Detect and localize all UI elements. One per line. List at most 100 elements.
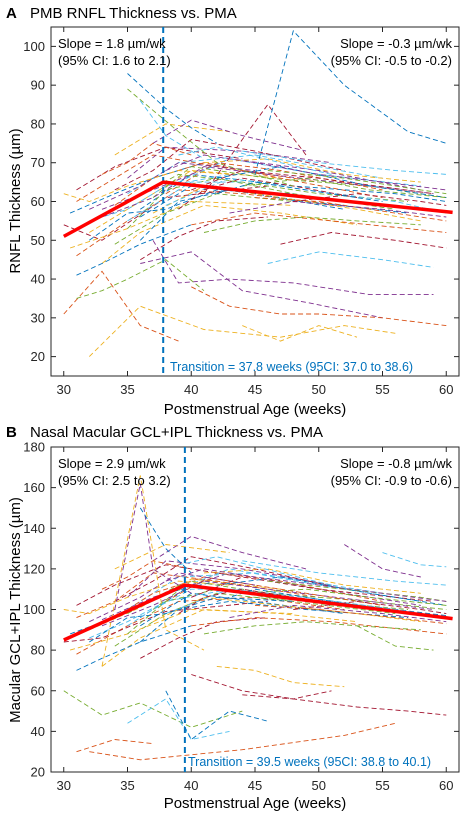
panel-b-ytick-label: 180: [23, 440, 45, 455]
panel-a-transition-label: Transition = 37.8 weeks (95CI: 37.0 to 3…: [170, 360, 413, 374]
panel-a-series-49: [216, 181, 383, 202]
panel-b-ci-left: (95% CI: 2.5 to 3.2): [58, 473, 171, 488]
panel-a-ylabel: RNFL Thickness (µm): [7, 128, 24, 273]
panel-a-series-28: [216, 166, 447, 199]
panel-b-series-4: [114, 592, 294, 647]
panel-a-ytick-label: 30: [31, 310, 45, 325]
panel-a-xtick-label: 45: [248, 382, 262, 397]
panel-b-letter: B: [6, 424, 17, 441]
panel-a-series-33: [178, 146, 332, 175]
panel-a-series-37: [114, 123, 230, 156]
panel-b-individual-lines: [63, 475, 447, 761]
panel-a-series-52: [140, 251, 383, 319]
panel-a-series-58: [242, 325, 358, 342]
panel-b-series-37: [114, 544, 230, 570]
panel-b-ytick-label: 20: [31, 765, 45, 780]
panel-b-xtick-label: 30: [57, 778, 71, 793]
panel-b-series-36: [191, 617, 447, 635]
panel-b-series-44: [63, 580, 230, 615]
panel-b-series-1: [76, 596, 345, 655]
panel-b-series-30: [203, 568, 421, 594]
panel-b-ylabel: Macular GCL+IPL Thickness (µm): [7, 497, 24, 723]
panel-b-series-20: [76, 564, 243, 606]
panel-b-series-17: [101, 580, 434, 627]
panel-a-series-38: [152, 119, 307, 152]
panel-b-series-40: [242, 560, 447, 586]
panel-b-series-48: [178, 588, 358, 614]
panel-a-xlabel: Postmenstrual Age (weeks): [164, 401, 347, 418]
panel-a-series-10: [127, 146, 332, 179]
panel-a-series-19: [178, 158, 421, 187]
panel-a-ci-right: (95% CI: -0.5 to -0.2): [331, 53, 452, 68]
panel-a-series-46: [203, 216, 421, 233]
panel-b-series-13: [114, 556, 345, 602]
panel-a-series-5: [127, 154, 383, 195]
panel-a-series-32: [242, 177, 447, 199]
panel-a-xtick-label: 30: [57, 382, 71, 397]
panel-a-xtick-label: 55: [375, 382, 389, 397]
panel-a-axes-box: [50, 26, 460, 377]
panel-b-series-52: [114, 483, 192, 610]
panel-b-series-46: [203, 621, 421, 635]
panel-b-series-16: [69, 609, 294, 651]
panel-a-series-62: [280, 232, 447, 249]
panel-b-series-35: [76, 625, 192, 671]
panel-b-series-28: [216, 576, 447, 606]
panel-b-xtick-label: 50: [312, 778, 326, 793]
panel-a-series-16: [69, 201, 294, 249]
panel-b-series-12: [89, 588, 230, 639]
panel-b-title: Nasal Macular GCL+IPL Thickness vs. PMA: [30, 424, 323, 441]
panel-b: B Nasal Macular GCL+IPL Thickness vs. PM…: [6, 424, 460, 812]
panel-a-series-55: [203, 103, 307, 194]
panel-b-series-56: [165, 690, 268, 741]
panel-a-series-23: [152, 185, 421, 222]
panel-a-series-11: [152, 166, 447, 199]
panel-b-series-22: [114, 576, 383, 618]
panel-a-series-20: [76, 146, 243, 191]
panel-b-xtick-label: 40: [184, 778, 198, 793]
panel-a-fit-line: [62, 180, 453, 238]
panel-a-xtick-label: 60: [439, 382, 453, 397]
panel-b-ytick-label: 40: [31, 724, 45, 739]
panel-b-ytick-label: 100: [23, 602, 45, 617]
panel-b-ticks: 30 35 40 45 50 55 60 20 40 60 80 100 120 140 160 180: [23, 440, 459, 793]
panel-a-title: PMB RNFL Thickness vs. PMA: [30, 5, 237, 22]
panel-a-ticks: 30 35 40 45 50 55 60 20 30 40 50 60 70 80 90 100: [23, 27, 459, 397]
panel-a-series-35: [76, 224, 192, 276]
panel-a-series-60: [76, 259, 205, 299]
panel-b-ytick-label: 80: [31, 643, 45, 658]
panel-a-series-24: [89, 162, 256, 210]
panel-a-series-45: [165, 154, 447, 191]
panel-a-slope-right: Slope = -0.3 µm/wk: [340, 36, 452, 51]
panel-b-xtick-label: 55: [375, 778, 389, 793]
panel-a-series-31: [229, 201, 447, 218]
panel-a-ytick-label: 20: [31, 349, 45, 364]
panel-a-series-61: [267, 251, 434, 268]
panel-b-series-43: [101, 560, 192, 590]
panel-b-xlabel: Postmenstrual Age (weeks): [164, 795, 347, 812]
panel-a-series-63: [127, 73, 218, 144]
panel-a-series-27: [191, 170, 434, 195]
panel-a-series-15: [165, 162, 383, 195]
panel-b-series-45: [165, 568, 447, 602]
panel-b-ytick-label: 140: [23, 521, 45, 536]
panel-a-series-39: [267, 170, 447, 195]
panel-b-series-55: [191, 674, 447, 716]
panel-a-series-47: [127, 181, 243, 222]
panel-b-xtick-label: 45: [248, 778, 262, 793]
panel-b-xtick-label: 35: [120, 778, 134, 793]
panel-b-series-60: [356, 625, 434, 651]
panel-a-series-50: [63, 270, 179, 342]
panel-b-slope-left: Slope = 2.9 µm/wk: [58, 456, 166, 471]
panel-b-ytick-label: 160: [23, 480, 45, 495]
panel-a-series-30: [203, 158, 421, 183]
panel-a-series-12: [89, 173, 230, 222]
panel-a-slope-left: Slope = 1.8 µm/wk: [58, 36, 166, 51]
panel-b-transition-label: Transition = 39.5 weeks (95CI: 38.8 to 4…: [188, 755, 431, 769]
panel-a-individual-lines: [63, 30, 447, 357]
panel-a-ytick-label: 70: [31, 155, 45, 170]
panel-b-series-62: [242, 690, 332, 700]
panel-b-series-15: [165, 572, 383, 602]
panel-a-series-6: [63, 185, 268, 241]
panel-a-series-44: [63, 170, 230, 202]
